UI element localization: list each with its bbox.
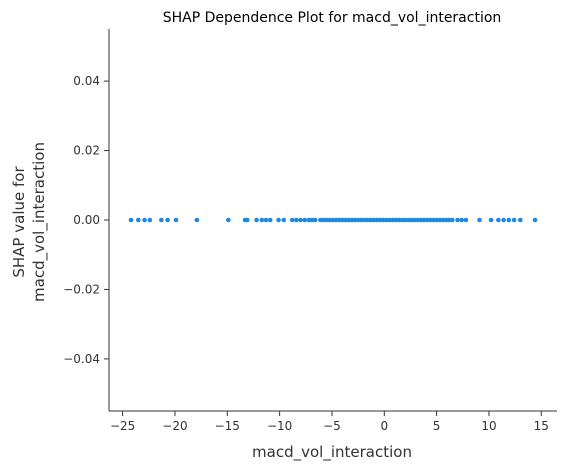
y-tick-label: −0.02 [63, 282, 100, 296]
scatter-point [173, 217, 179, 223]
x-tick-label: −5 [323, 419, 341, 433]
scatter-point [450, 217, 455, 223]
scatter-point [302, 217, 308, 223]
scatter-points [128, 217, 538, 223]
scatter-point [142, 217, 147, 223]
scatter-point [267, 217, 273, 223]
x-tick-label: −25 [110, 419, 135, 433]
scatter-point [506, 217, 512, 223]
scatter-point [455, 217, 460, 223]
chart-title: SHAP Dependence Plot for macd_vol_intera… [163, 10, 502, 26]
scatter-point [532, 217, 538, 223]
scatter-point [294, 217, 299, 223]
scatter-point [463, 217, 469, 223]
scatter-point [259, 217, 265, 223]
x-tick-label: 0 [380, 419, 388, 433]
scatter-point [226, 217, 231, 223]
scatter-point [459, 217, 465, 223]
y-axis-ticks: −0.04 −0.02 0.00 0.02 0.04 [63, 74, 109, 366]
scatter-point [496, 217, 501, 223]
x-tick-label: −15 [215, 419, 240, 433]
scatter-point [477, 217, 482, 223]
scatter-point [165, 217, 170, 223]
scatter-point [128, 217, 134, 223]
x-tick-label: −20 [162, 419, 187, 433]
scatter-point [518, 217, 523, 223]
y-tick-label: 0.00 [73, 213, 100, 227]
x-tick-label: −10 [267, 419, 292, 433]
y-axis-title: SHAP value for macd_vol_interaction [10, 142, 49, 302]
y-tick-label: 0.02 [73, 144, 100, 158]
y-tick-label: −0.04 [63, 352, 100, 366]
scatter-point [289, 217, 295, 223]
scatter-point [501, 217, 506, 223]
x-tick-label: 10 [481, 419, 496, 433]
scatter-point [488, 217, 494, 223]
scatter-point [244, 217, 250, 223]
scatter-point [281, 217, 287, 223]
scatter-point [194, 217, 200, 223]
scatter-point [312, 217, 318, 223]
scatter-point [511, 217, 517, 223]
scatter-point [276, 217, 281, 223]
x-tick-label: 15 [534, 419, 549, 433]
scatter-point [136, 217, 141, 223]
scatter-point [254, 217, 259, 223]
x-tick-label: 5 [433, 419, 441, 433]
scatter-point [159, 217, 164, 223]
y-axis-title-line-1: SHAP value for [10, 166, 28, 278]
x-axis-title: macd_vol_interaction [252, 443, 412, 462]
y-axis-title-line-2: macd_vol_interaction [30, 142, 49, 302]
x-axis-ticks: −25 −20 −15 −10 −5 0 5 10 15 [110, 411, 549, 433]
scatter-point [147, 217, 153, 223]
y-tick-label: 0.04 [73, 74, 100, 88]
scatter-point [298, 217, 303, 223]
scatter-point [263, 217, 269, 223]
